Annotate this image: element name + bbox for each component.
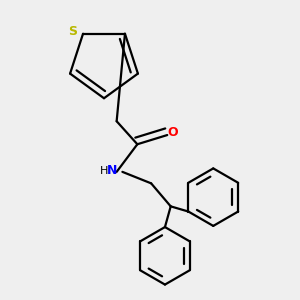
Text: H: H xyxy=(100,166,108,176)
Text: S: S xyxy=(68,25,77,38)
Text: N: N xyxy=(107,164,118,177)
Text: O: O xyxy=(168,126,178,139)
